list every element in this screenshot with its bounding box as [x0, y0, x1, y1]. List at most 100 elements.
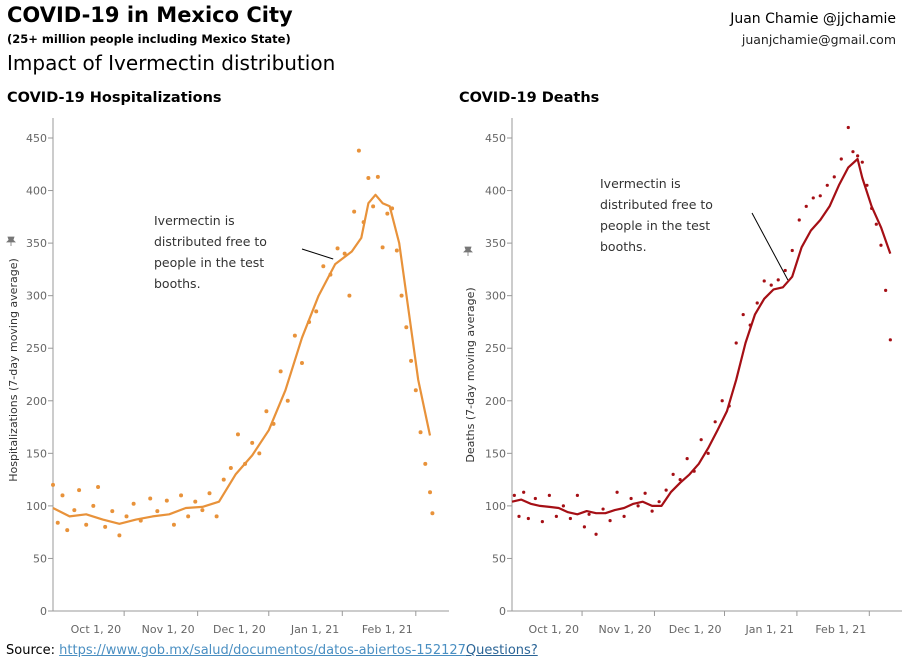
deaths-daily-point: [526, 516, 530, 521]
hosp-daily-point: [51, 482, 55, 487]
deaths-daily-point: [512, 493, 516, 497]
deaths-daily-point: [741, 312, 745, 317]
hosp-daily-point: [335, 246, 340, 251]
hosp-daily-point: [164, 498, 169, 503]
deaths-daily-point: [582, 525, 586, 529]
deaths-daily-point: [522, 490, 526, 494]
deaths-daily-point: [636, 504, 640, 508]
hosp-daily-point: [148, 496, 153, 501]
hosp-annotation-line: distributed free to: [154, 234, 267, 249]
deaths-daily-point: [818, 194, 822, 198]
deaths-daily-point: [629, 496, 633, 501]
hosp-y-tick-label: 450: [26, 132, 47, 145]
deaths-y-tick-label: 50: [492, 552, 506, 565]
hosp-daily-point: [72, 508, 77, 513]
page-heading: Impact of Ivermectin distribution: [7, 51, 336, 75]
hosp-daily-point: [278, 369, 283, 374]
deaths-daily-point: [790, 248, 794, 253]
deaths-daily-point: [865, 183, 869, 187]
deaths-x-tick-label: Nov 1, 20: [598, 623, 651, 636]
deaths-daily-point: [643, 491, 647, 495]
hosp-daily-point: [292, 333, 297, 338]
deaths-y-tick-label: 400: [485, 185, 506, 198]
deaths-daily-point: [601, 507, 605, 511]
hosp-y-tick-label: 250: [26, 342, 47, 355]
deaths-daily-point: [608, 519, 612, 523]
hosp-daily-point: [342, 251, 347, 256]
deaths-y-axis-label: Deaths (7-day moving average): [464, 287, 477, 462]
deaths-daily-point: [540, 520, 544, 524]
hosp-y-tick-label: 0: [40, 605, 47, 618]
hosp-daily-point: [328, 272, 333, 277]
deaths-daily-point: [811, 196, 815, 200]
hosp-y-tick-label: 300: [26, 290, 47, 303]
deaths-y-tick-label: 250: [485, 342, 506, 355]
deaths-x-tick-label: Jan 1, 21: [744, 623, 793, 636]
deaths-daily-point: [797, 218, 801, 222]
hospitalizations-chart-title: COVID-19 Hospitalizations: [7, 90, 222, 106]
deaths-daily-point: [825, 183, 829, 187]
hosp-daily-point: [380, 245, 385, 250]
hosp-x-tick-label: Feb 1, 21: [362, 623, 413, 636]
deaths-y-tick-label: 200: [485, 395, 506, 408]
hosp-daily-point: [257, 451, 262, 456]
deaths-annotation-line: booths.: [600, 239, 647, 254]
hosp-daily-point: [250, 440, 255, 445]
hosp-daily-point: [131, 501, 136, 506]
deaths-daily-point: [846, 125, 850, 130]
hosp-y-tick-label: 350: [26, 237, 47, 250]
deaths-daily-point: [720, 399, 724, 403]
deaths-daily-point: [575, 493, 579, 497]
hosp-x-tick-label: Jan 1, 21: [290, 623, 339, 636]
hosp-daily-point: [84, 522, 89, 527]
hosp-moving-average-line: [52, 193, 432, 525]
deaths-daily-point: [727, 404, 731, 408]
deaths-daily-point: [615, 490, 619, 494]
hosp-daily-point: [138, 518, 143, 523]
pin-icon: [463, 246, 473, 256]
hosp-x-tick-label: Dec 1, 20: [213, 623, 266, 636]
hosp-daily-point: [103, 524, 108, 529]
hosp-daily-point: [394, 248, 399, 253]
deaths-y-tick-label: 0: [499, 605, 506, 618]
deaths-daily-point: [678, 478, 682, 482]
deaths-y-tick-label: 100: [485, 500, 506, 513]
deaths-daily-point: [783, 268, 787, 273]
hosp-annotation-line: Ivermectin is: [154, 213, 235, 228]
hosp-daily-point: [271, 421, 276, 426]
hosp-x-tick-label: Nov 1, 20: [142, 623, 195, 636]
source-label: Source:: [6, 643, 56, 658]
deaths-y-tick-label: 450: [485, 132, 506, 145]
deaths-daily-point: [706, 451, 710, 455]
pin-icon: [6, 236, 16, 246]
hosp-daily-point: [404, 325, 409, 330]
hosp-daily-point: [55, 520, 60, 525]
hosp-daily-point: [361, 220, 366, 225]
source-footer: Source: https://www.gob.mx/salud/documen…: [6, 643, 538, 658]
hosp-y-tick-label: 50: [33, 552, 47, 565]
deaths-x-tick-label: Feb 1, 21: [815, 623, 866, 636]
hosp-annotation-line: booths.: [154, 276, 201, 291]
deaths-daily-point: [568, 516, 572, 521]
source-link[interactable]: https://www.gob.mx/salud/documentos/dato…: [59, 643, 466, 658]
hosp-daily-point: [409, 358, 414, 363]
hosp-daily-point: [235, 432, 240, 437]
deaths-daily-point: [664, 488, 668, 492]
hosp-daily-point: [418, 430, 423, 435]
deaths-daily-point: [856, 154, 860, 158]
deaths-daily-point: [851, 150, 855, 154]
deaths-daily-point: [594, 532, 598, 536]
hosp-daily-point: [171, 522, 176, 527]
hosp-daily-point: [366, 175, 371, 180]
deaths-annotation-leader: [751, 212, 789, 281]
hosp-y-tick-label: 150: [26, 447, 47, 460]
hosp-daily-point: [399, 293, 404, 298]
hosp-daily-point: [285, 398, 290, 403]
deaths-daily-point: [561, 504, 565, 508]
page-subtitle: (25+ million people including Mexico Sta…: [7, 32, 291, 46]
deaths-daily-point: [517, 514, 521, 518]
hosp-daily-point: [307, 319, 312, 324]
questions-link[interactable]: Questions?: [465, 643, 538, 658]
hosp-daily-point: [77, 488, 82, 493]
hosp-daily-point: [371, 204, 376, 209]
